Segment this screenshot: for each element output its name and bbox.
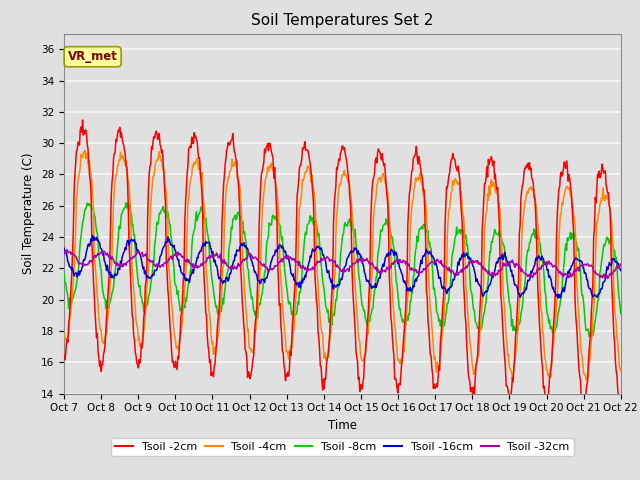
Y-axis label: Soil Temperature (C): Soil Temperature (C) bbox=[22, 153, 35, 275]
Text: VR_met: VR_met bbox=[68, 50, 118, 63]
X-axis label: Time: Time bbox=[328, 419, 357, 432]
Legend: Tsoil -2cm, Tsoil -4cm, Tsoil -8cm, Tsoil -16cm, Tsoil -32cm: Tsoil -2cm, Tsoil -4cm, Tsoil -8cm, Tsoi… bbox=[111, 438, 574, 456]
Title: Soil Temperatures Set 2: Soil Temperatures Set 2 bbox=[252, 13, 433, 28]
